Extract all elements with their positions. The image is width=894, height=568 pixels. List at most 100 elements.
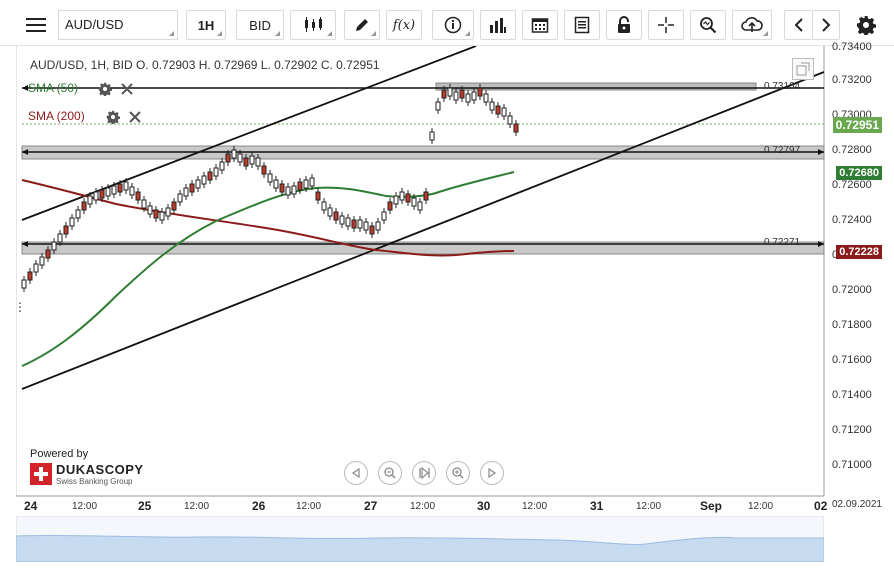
candle-body: [465, 93, 471, 103]
candle-body: [363, 221, 369, 231]
timeframe-button[interactable]: 1H: [186, 10, 226, 40]
candle-body: [429, 131, 435, 141]
sma200-label[interactable]: SMA (200): [28, 109, 85, 123]
candle-body: [507, 115, 513, 125]
candle-body: [501, 107, 507, 117]
expand-icon[interactable]: [792, 58, 814, 80]
candle-body: [123, 181, 129, 191]
chart-toolbar: AUD/USD 1H BID f(x): [0, 0, 894, 46]
crosshair-icon: [658, 17, 674, 33]
sma200-close-icon[interactable]: [128, 110, 142, 124]
candle-body: [75, 209, 81, 219]
y-tick-label: 0.71600: [832, 354, 872, 366]
sma50-price-tag: 0.72680: [836, 166, 882, 180]
price-side-button[interactable]: BID: [236, 10, 284, 40]
candle-body: [183, 187, 189, 197]
ohlc-legend: AUD/USD, 1H, BID O. 0.72903 H. 0.72969 L…: [30, 58, 380, 72]
x-hour-label: 12:00: [72, 501, 98, 512]
dropdown-corner-icon: [763, 31, 768, 36]
zoom-button[interactable]: [690, 10, 726, 40]
x-day-label: 24: [24, 499, 38, 513]
chevron-right-icon: [822, 18, 831, 32]
menu-button[interactable]: [18, 10, 54, 40]
zoom-icon: [700, 17, 717, 34]
dropdown-corner-icon: [465, 31, 470, 36]
candle-body: [309, 177, 315, 187]
x-day-label: Sep: [700, 499, 723, 513]
candle-body: [249, 155, 255, 165]
x-hour-label: 12:00: [522, 501, 548, 512]
drag-handle-icon[interactable]: ⋮: [14, 300, 26, 314]
scroll-right-button[interactable]: [812, 10, 840, 40]
sma50-label[interactable]: SMA (50): [28, 81, 79, 95]
triangle-right-icon: [488, 468, 497, 478]
candle-body: [189, 183, 195, 193]
chart-navigator[interactable]: [16, 516, 824, 562]
lock-button[interactable]: [606, 10, 642, 40]
candle-body: [99, 189, 105, 199]
candle-body: [141, 199, 147, 209]
hline-label: 0.72797: [764, 145, 801, 156]
candle-body: [219, 161, 225, 171]
cloud-upload-button[interactable]: [732, 10, 772, 40]
candle-body: [87, 195, 93, 205]
channel-lower-line[interactable]: [21, 71, 825, 390]
scroll-left-button[interactable]: [784, 10, 812, 40]
candle-body: [207, 171, 213, 181]
candle-body: [135, 191, 141, 201]
sma50-settings-icon[interactable]: [98, 82, 112, 96]
reset-view-button[interactable]: [412, 461, 436, 485]
x-day-label: 26: [252, 499, 266, 513]
candle-body: [93, 191, 99, 201]
pan-left-button[interactable]: [344, 461, 368, 485]
candle-body: [327, 207, 333, 217]
sma200-settings-icon[interactable]: [106, 110, 120, 124]
x-hour-label: 12:00: [748, 501, 774, 512]
report-button[interactable]: [564, 10, 600, 40]
candle-body: [387, 201, 393, 211]
candle-body: [213, 167, 219, 177]
channel-upper-line[interactable]: [21, 46, 477, 221]
x-hour-label: 12:00: [184, 501, 210, 512]
timeframe-label: 1H: [197, 17, 215, 33]
indicators-button[interactable]: f(x): [386, 10, 422, 40]
zoom-out-button[interactable]: [378, 461, 402, 485]
candle-body: [393, 195, 399, 205]
candle-body: [177, 193, 183, 203]
candle-body: [489, 101, 495, 111]
candle-body: [27, 271, 33, 281]
candle-body: [201, 175, 207, 185]
candle-body: [225, 153, 231, 163]
info-icon: [444, 16, 462, 34]
y-tick-label: 0.71000: [832, 459, 872, 471]
volume-button[interactable]: [480, 10, 516, 40]
crosshair-button[interactable]: [648, 10, 684, 40]
pencil-icon: [356, 19, 368, 31]
calendar-button[interactable]: [522, 10, 558, 40]
price-chart[interactable]: [16, 46, 894, 568]
candle-body: [267, 173, 273, 183]
pan-right-button[interactable]: [480, 461, 504, 485]
navigator-series: [16, 534, 824, 562]
zoom-in-button[interactable]: [446, 461, 470, 485]
chart-area[interactable]: [16, 46, 894, 568]
info-button[interactable]: [432, 10, 474, 40]
y-tick-label: 0.72000: [832, 284, 872, 296]
chart-type-button[interactable]: [290, 10, 336, 40]
candle-body: [441, 89, 447, 99]
resistance-band: [435, 82, 757, 91]
symbol-input[interactable]: AUD/USD: [58, 10, 178, 40]
candle-body: [399, 191, 405, 201]
settings-button[interactable]: [850, 10, 882, 40]
y-tick-label: 0.72600: [832, 179, 872, 191]
candle-body: [351, 219, 357, 229]
draw-tool-button[interactable]: [344, 10, 380, 40]
candle-body: [477, 87, 483, 97]
arrow-right-icon: [818, 241, 824, 247]
zoom-out-icon: [384, 467, 396, 479]
candlesticks: [21, 84, 519, 292]
candle-body: [303, 179, 309, 189]
candle-body: [237, 153, 243, 163]
x-day-label: 27: [364, 499, 378, 513]
sma50-close-icon[interactable]: [120, 82, 134, 96]
